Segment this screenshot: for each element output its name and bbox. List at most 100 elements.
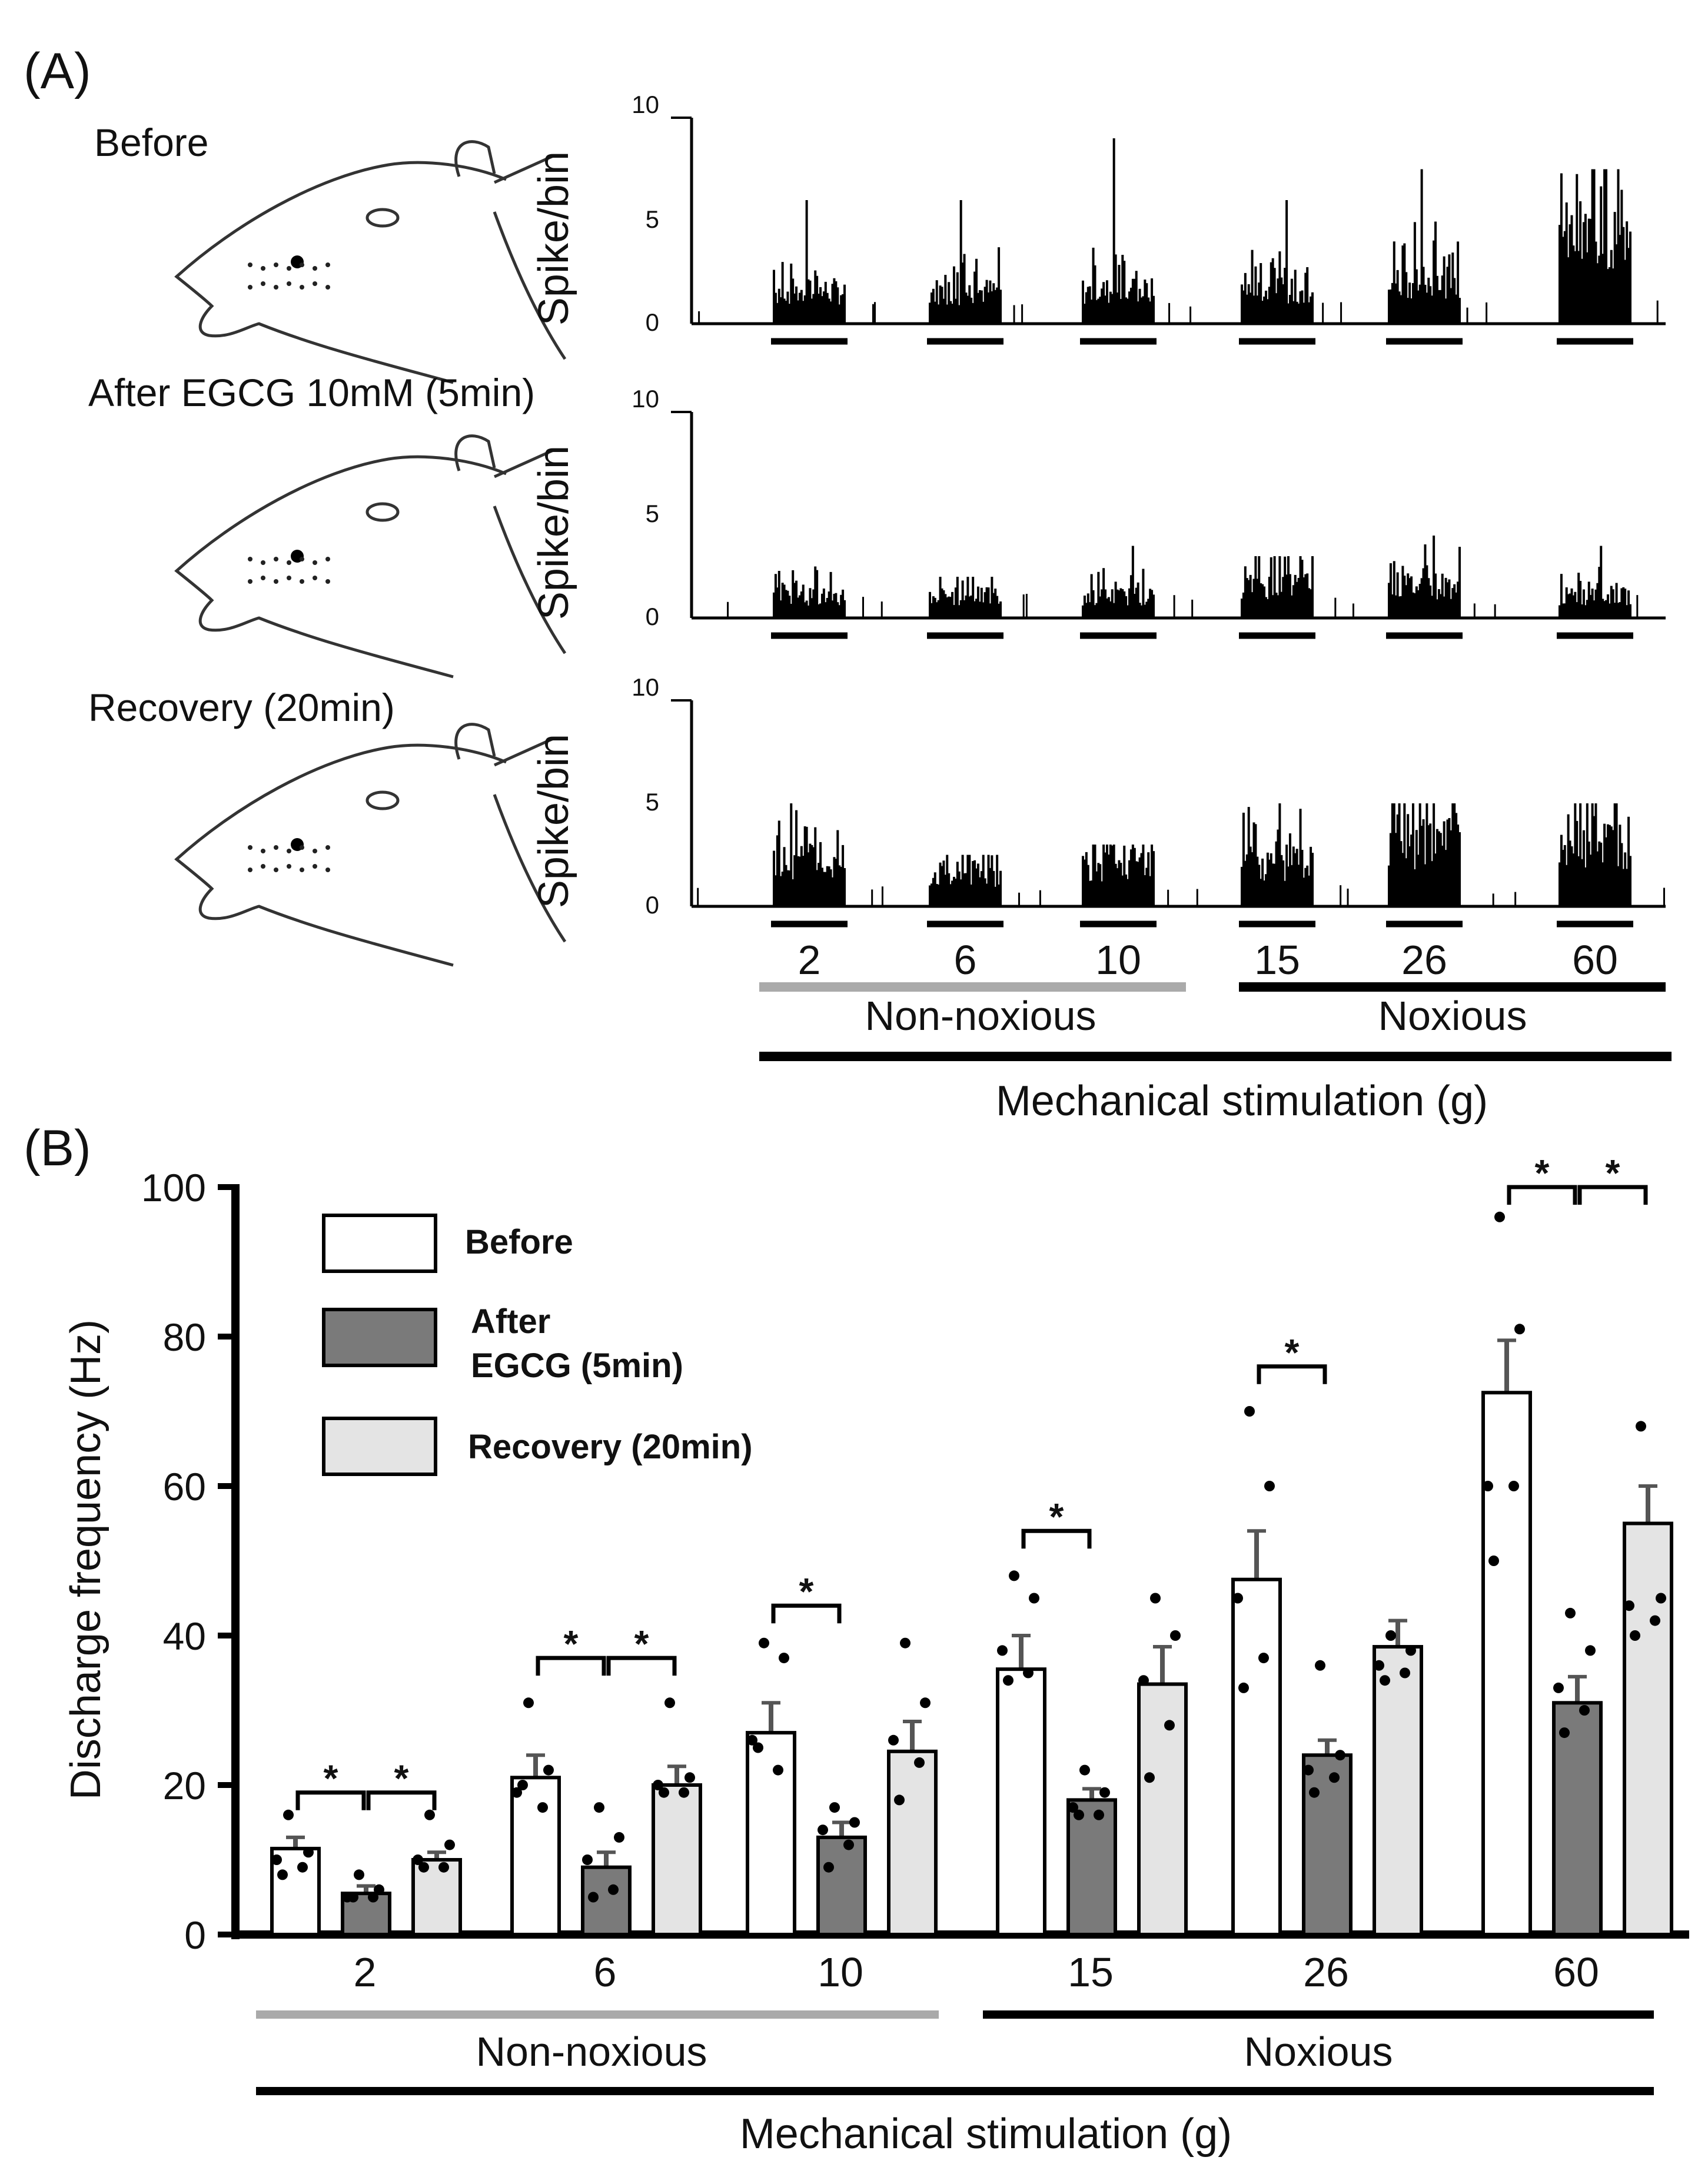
whisker-dot [325, 579, 330, 584]
whisker-dot [325, 262, 330, 267]
whisker-dot [287, 849, 291, 853]
rat-neck-back [493, 506, 567, 654]
data-point [1624, 1600, 1634, 1611]
data-point [1029, 1593, 1039, 1604]
data-point [829, 1802, 840, 1813]
histogram-y-tick-label: 0 [646, 603, 659, 630]
bar [581, 1865, 632, 1936]
whisker-dot [274, 845, 278, 850]
whisker-dot [287, 576, 291, 580]
data-point [374, 1884, 384, 1895]
data-point [511, 1787, 522, 1798]
stimulus-label: 15 [1254, 937, 1300, 983]
data-point [368, 1892, 378, 1903]
data-point [1385, 1630, 1396, 1641]
category-label: 26 [1303, 1949, 1349, 1995]
panel-b-y-tick-label: 100 [141, 1166, 206, 1209]
data-point [1303, 1764, 1314, 1776]
significance-bracket [771, 1603, 842, 1624]
data-point [1335, 1750, 1345, 1761]
bar [1302, 1753, 1353, 1936]
data-point [1258, 1653, 1269, 1664]
panel-a-non-noxious-label: Non-noxious [865, 993, 1096, 1039]
bar [1481, 1391, 1532, 1936]
histogram-y-tick-label: 10 [632, 91, 659, 118]
panel-a-label: (A) [24, 43, 91, 99]
histogram-y-title: Spike/bin [530, 734, 577, 908]
significance-marker: * [1577, 1152, 1648, 1205]
data-point [297, 1862, 308, 1873]
data-point [588, 1892, 599, 1903]
data-point [679, 1787, 689, 1798]
histogram-burst [1025, 546, 1175, 639]
data-point [1003, 1675, 1013, 1686]
histogram-y-tick-label: 0 [646, 891, 659, 919]
histogram-y-tick-label: 5 [646, 205, 659, 233]
stimulus-label: 26 [1401, 937, 1447, 983]
data-point [303, 1847, 314, 1858]
legend-swatch-before [322, 1214, 437, 1273]
significance-star: * [634, 1623, 649, 1665]
panel-b-noxious-label: Noxious [1244, 2029, 1393, 2075]
whisker-dot [325, 285, 330, 290]
significance-marker: * [1021, 1495, 1092, 1549]
whisker-dot [287, 281, 291, 286]
whisker-dot [248, 868, 252, 872]
bar [411, 1858, 462, 1936]
data-point [1636, 1421, 1646, 1432]
panel-a-x-annotation: Non-noxious Noxious Mechanical stimulati… [759, 982, 1672, 1125]
significance-marker: * [295, 1757, 366, 1810]
histogram-burst: 60 [1514, 803, 1665, 983]
bar-group-2: 2 [270, 1809, 462, 1995]
whisker-dot [300, 285, 304, 290]
rat-ear [454, 723, 496, 760]
significance-bracket [536, 1656, 606, 1676]
whisker-dot [325, 845, 330, 850]
significance-marker: * [1507, 1152, 1577, 1205]
data-point [418, 1862, 429, 1873]
whisker-dot [261, 281, 265, 286]
histogram-y-tick-label: 10 [632, 385, 659, 413]
histogram-burst [880, 577, 1025, 639]
significance-star: * [799, 1570, 814, 1613]
category-label: 6 [594, 1949, 617, 1995]
histogram-burst [698, 200, 874, 345]
histogram-y-title: Spike/bin [530, 446, 577, 620]
data-point [594, 1802, 604, 1813]
data-point [444, 1839, 455, 1850]
significance-marker: * [606, 1623, 677, 1676]
condition-label-1: Before [94, 121, 208, 164]
data-point [277, 1869, 288, 1880]
whisker-dot [300, 557, 304, 561]
histogram-burst [1322, 169, 1468, 345]
stimulus-label: 60 [1572, 937, 1618, 983]
data-point [753, 1742, 763, 1753]
significance-star: * [324, 1757, 338, 1800]
data-point [424, 1809, 435, 1820]
rat-neck-back [493, 794, 567, 943]
significance-bracket [1507, 1185, 1577, 1205]
bar-group-15: 15 [996, 1570, 1188, 1995]
whisker-dot [313, 281, 317, 286]
significance-bracket [366, 1790, 437, 1810]
whisker-dot [261, 266, 265, 271]
data-point [684, 1772, 695, 1783]
significance-bracket [1257, 1364, 1327, 1384]
stimulus-label: 10 [1095, 937, 1141, 983]
whisker-dot [300, 579, 304, 584]
panel-b-y-tick-label: 80 [163, 1315, 206, 1359]
whisker-dot [287, 864, 291, 869]
legend-swatch-after [322, 1308, 437, 1367]
panel-b-x-annotation: Non-noxious Noxious Mechanical stimulati… [256, 2010, 1654, 2158]
histogram-burst [727, 566, 864, 639]
data-point [1405, 1645, 1416, 1656]
data-point [1565, 1607, 1576, 1618]
bar [1552, 1701, 1603, 1937]
histogram-y-title: Spike/bin [530, 151, 577, 325]
data-point [1244, 1406, 1255, 1417]
data-point [1483, 1481, 1493, 1491]
data-point [543, 1764, 554, 1776]
